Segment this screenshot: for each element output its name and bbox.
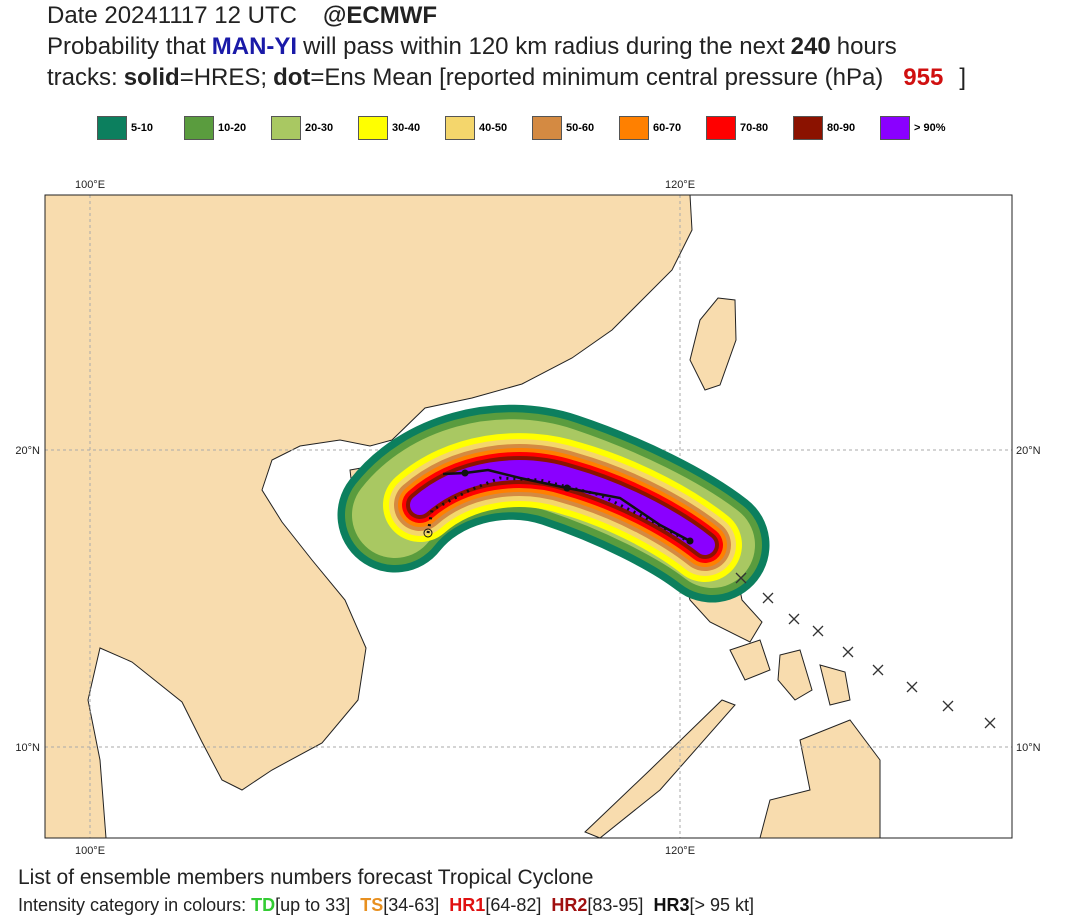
legend-label: > 90% [914, 122, 946, 134]
text: [> 95 kt] [689, 895, 755, 915]
legend-label: 80-90 [827, 122, 856, 134]
storm-name: MAN-YI [211, 33, 298, 60]
lon-label: 100°E [75, 179, 105, 191]
lat-label: 20°N [1016, 445, 1041, 457]
lon-label: 120°E [665, 845, 695, 857]
legend-item: > 90% [880, 116, 946, 140]
text: [83-95] [587, 895, 644, 915]
cat: HR2 [551, 895, 588, 915]
hours: 240 [790, 33, 831, 60]
track-point [461, 469, 469, 477]
date: Date 20241117 12 UTC [47, 2, 297, 29]
track-point [686, 537, 694, 545]
text: Intensity category in colours: [18, 895, 247, 915]
legend-label: 20-30 [305, 122, 334, 134]
legend-item: 40-50 [445, 116, 508, 140]
legend-label: 30-40 [392, 122, 421, 134]
legend-item: 50-60 [532, 116, 595, 140]
text: [34-63] [383, 895, 440, 915]
legend-swatch [184, 116, 214, 140]
text: [64-82] [485, 895, 542, 915]
text: =Ens Mean [reported minimum central pres… [310, 64, 884, 91]
legend-item: 80-90 [793, 116, 856, 140]
legend-swatch [880, 116, 910, 140]
lat-label: 10°N [15, 742, 40, 754]
cat: TD [251, 895, 276, 915]
text: [up to 33] [275, 895, 351, 915]
legend-item: 60-70 [619, 116, 682, 140]
text: hours [836, 33, 897, 60]
legend-swatch [445, 116, 475, 140]
legend-swatch [706, 116, 736, 140]
legend-label: 10-20 [218, 122, 247, 134]
graticule [45, 195, 1012, 838]
text: Probability that [47, 33, 206, 60]
footer-line: Intensity category in colours: TD[up to … [18, 895, 754, 916]
lat-label: 10°N [1016, 742, 1041, 754]
legend-swatch [97, 116, 127, 140]
lon-label: 100°E [75, 845, 105, 857]
legend-item: 5-10 [97, 116, 154, 140]
legend-label: 40-50 [479, 122, 508, 134]
header-line2: Probability that MAN-YI will pass within 1… [47, 33, 903, 61]
legend-swatch [532, 116, 562, 140]
source: @ECMWF [322, 2, 437, 29]
pressure: 955 [903, 64, 944, 91]
text: dot [273, 64, 311, 91]
cat: HR3 [653, 895, 690, 915]
text: =HRES; [179, 64, 268, 91]
legend-label: 50-60 [566, 122, 595, 134]
lat-label: 20°N [15, 445, 40, 457]
legend-item: 10-20 [184, 116, 247, 140]
cat: TS [360, 895, 384, 915]
text: solid [123, 64, 180, 91]
legend-swatch [358, 116, 388, 140]
track-point [563, 484, 571, 492]
text: tracks: [47, 64, 118, 91]
ensemble-crosses [735, 572, 996, 729]
footer-title: List of ensemble members numbers forecas… [18, 866, 594, 889]
legend-swatch [793, 116, 823, 140]
map-frame [44, 194, 1013, 839]
text: ] [959, 64, 967, 91]
header-line1: Date 20241117 12 UTC @ECMWF [47, 2, 443, 30]
legend-label: 60-70 [653, 122, 682, 134]
probability-bands [337, 404, 770, 603]
legend-item: 20-30 [271, 116, 334, 140]
legend-swatch [619, 116, 649, 140]
legend-swatch [271, 116, 301, 140]
legend-item: 70-80 [706, 116, 769, 140]
ens-start [423, 528, 433, 538]
cat: HR1 [449, 895, 486, 915]
legend-item: 30-40 [358, 116, 421, 140]
probability-band [410, 460, 715, 555]
header-line3: tracks: solid=HRES; dot=Ens Mean [reported… [47, 64, 972, 92]
legend-label: 70-80 [740, 122, 769, 134]
legend-label: 5-10 [131, 122, 154, 134]
text: will pass within 120 km radius during th… [303, 33, 785, 60]
lon-label: 120°E [665, 179, 695, 191]
